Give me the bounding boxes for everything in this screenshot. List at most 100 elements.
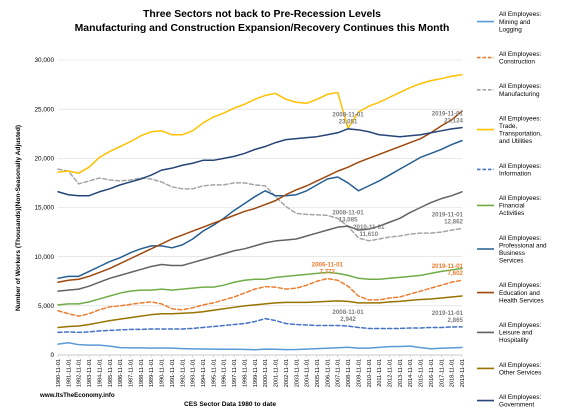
grid-layer (58, 59, 462, 356)
legend-label: Hospitality (499, 337, 529, 344)
annotation-date: 2008-11-01 (332, 209, 364, 216)
x-tick-label: 2003-11-01 (294, 359, 300, 387)
legend-label: and Utilities (499, 138, 532, 145)
series-layer (57, 74, 463, 351)
annotation-date: 2008-11-01 (332, 309, 364, 316)
series-line (57, 277, 463, 317)
x-tick-label: 2018-11-01 (450, 359, 456, 387)
legend-label: Government (499, 402, 534, 409)
annotation-value: 12,862 (444, 219, 463, 226)
annotation-date: 2006-11-01 (312, 262, 344, 269)
x-tick-label: 1996-11-01 (222, 359, 228, 387)
legend-label: All Employees: (499, 11, 541, 18)
x-tick-label: 1994-11-01 (201, 359, 207, 387)
legend-label: Manufacturing (499, 91, 540, 98)
chart-title-line2: Manufacturing and Construction Expansion… (75, 23, 450, 34)
legend-label: All Employees: (499, 322, 541, 329)
x-tick-label: 2007-11-01 (336, 359, 342, 387)
legend-label: All Employees: (499, 83, 541, 90)
annotation-value: 2,942 (340, 316, 356, 323)
legend-label: All Employees: (499, 362, 541, 369)
annotation-value: 7,602 (448, 270, 464, 277)
annotation-date: 2019-11-01 (432, 263, 464, 270)
series-line (57, 126, 463, 197)
legend-label: Information (499, 170, 531, 177)
x-tick-label: 2013-11-01 (398, 359, 404, 387)
x-tick-label: 1989-11-01 (149, 359, 155, 387)
x-tick-label: 1983-11-01 (87, 359, 93, 387)
series-line (57, 139, 463, 280)
legend-label: Financial (499, 203, 525, 210)
series-line (57, 341, 463, 351)
x-tick-label: 2010-11-01 (367, 359, 373, 387)
legend-label: Health Services (499, 297, 544, 304)
x-tick-label: 1990-11-01 (160, 359, 166, 387)
x-tick-label: 1982-11-01 (77, 359, 83, 387)
series-line (57, 191, 463, 292)
y-tick-label: 5,000 (38, 303, 54, 310)
annotation-value: 23,124 (444, 118, 463, 125)
x-tick-label: 1992-11-01 (180, 359, 186, 387)
legend-label: Education and (499, 290, 540, 297)
x-tick-label: 2019-11-01 (460, 359, 466, 387)
annotation-date: 2019-11-01 (432, 310, 464, 317)
annotation-value: 11,610 (359, 231, 378, 238)
legend-label: Leisure and (499, 330, 533, 337)
x-tick-label: 2016-11-01 (429, 359, 435, 387)
x-tick-label: 2011-11-01 (377, 359, 383, 387)
y-tick-label: 15,000 (34, 205, 54, 212)
annotation-date: 2019-11-01 (432, 212, 464, 219)
legend-label: Business (499, 250, 525, 257)
x-tick-label: 1991-11-01 (170, 359, 176, 387)
x-tick-label: 2014-11-01 (408, 359, 414, 387)
x-tick-label: 1985-11-01 (108, 359, 114, 387)
x-tick-label: 1987-11-01 (129, 359, 135, 387)
legend-label: Other Services (499, 369, 541, 376)
series-line (57, 317, 463, 334)
x-tick-label: 1998-11-01 (242, 359, 248, 387)
x-tick-label: 1981-11-01 (66, 359, 72, 387)
x-tick-label: 1986-11-01 (118, 359, 124, 387)
y-tick-label: 0 (50, 352, 54, 359)
x-tick-label: 2006-11-01 (325, 359, 331, 387)
legend-label: All Employees: (499, 163, 541, 170)
x-tick-label: 1999-11-01 (253, 359, 259, 387)
legend-label: Professional and (499, 242, 547, 249)
annotation-layer: 2008-11-0123,0512019-11-0123,1242008-11-… (312, 111, 464, 324)
legend-label: All Employees: (499, 195, 541, 202)
y-tick-label: 20,000 (34, 156, 54, 163)
legend-label: Mining and (499, 19, 531, 26)
x-axis-title: CES Sector Data 1980 to date (184, 401, 276, 408)
legend-label: All Employees: (499, 394, 541, 401)
legend-label: Services (499, 258, 524, 265)
y-axis-title: Number of Workers (Thousands)(Non-Season… (15, 125, 22, 311)
x-tick-label: 2015-11-01 (419, 359, 425, 387)
x-tick-label: 2008-11-01 (346, 359, 352, 387)
x-tick-label: 2009-11-01 (356, 359, 362, 387)
annotation-value: 7,772 (320, 269, 336, 276)
legend-label: All Employees: (499, 282, 541, 289)
series-line (57, 168, 463, 242)
y-tick-label: 10,000 (34, 254, 54, 261)
legend-label: Transportation, (499, 131, 542, 138)
legend-label: All Employees: (499, 115, 541, 122)
series-line (57, 267, 463, 306)
legend-label: All Employees: (499, 51, 541, 58)
y-tick-label: 30,000 (34, 57, 54, 64)
x-tick-label: 2000-11-01 (263, 359, 269, 387)
annotation-value: 23,051 (339, 118, 358, 125)
x-tick-label: 2012-11-01 (387, 359, 393, 387)
x-tick-label: 1995-11-01 (211, 359, 217, 387)
x-tick-label: 1980-11-01 (56, 359, 62, 387)
annotation-date: 2008-11-01 (332, 111, 364, 118)
annotation-value: 2,865 (448, 317, 464, 324)
x-tick-label: 1988-11-01 (139, 359, 145, 387)
x-tick-label: 1993-11-01 (191, 359, 197, 387)
x-tick-label: 2002-11-01 (284, 359, 290, 387)
legend-label: Logging (499, 26, 522, 33)
legend-label: All Employees: (499, 235, 541, 242)
x-tick-label: 2005-11-01 (315, 359, 321, 387)
